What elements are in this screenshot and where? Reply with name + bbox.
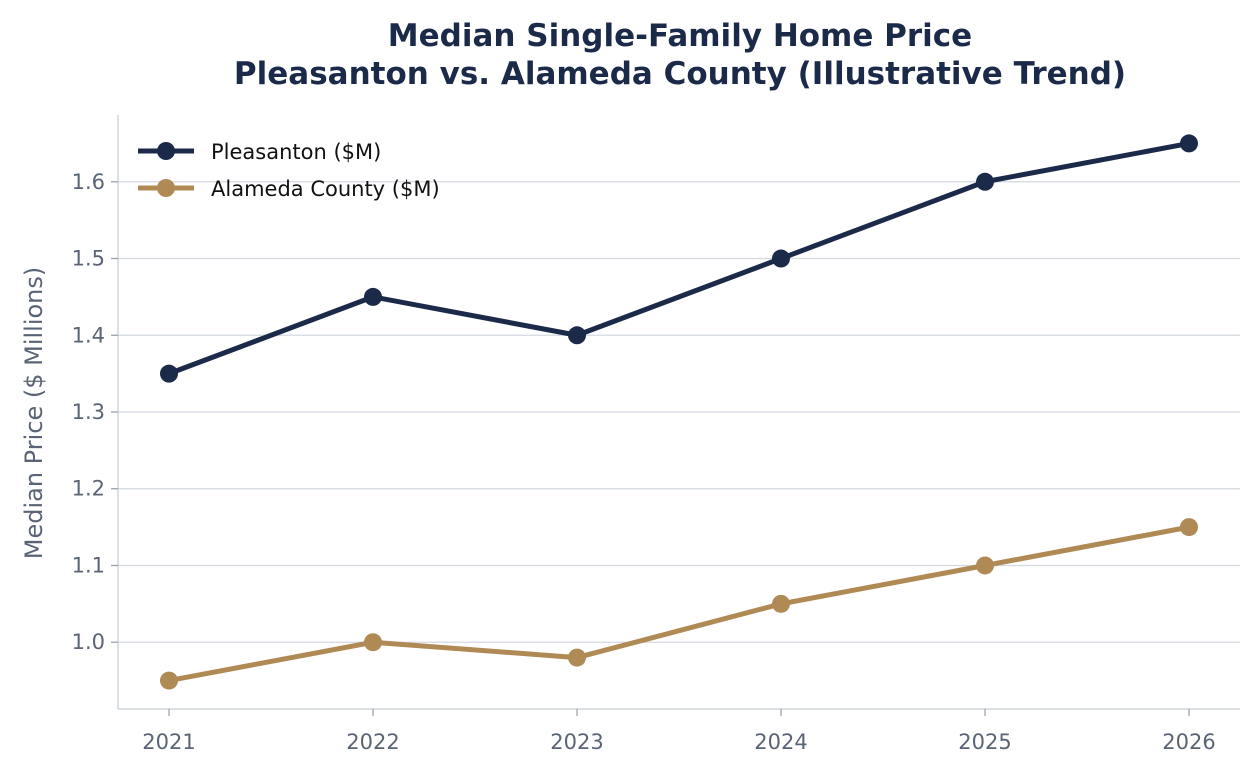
series-line (166, 524, 1192, 684)
data-point (1180, 134, 1198, 153)
legend-label: Alameda County ($M) (211, 177, 440, 201)
data-point (772, 594, 790, 613)
grid-lines (118, 181, 1240, 643)
x-tick-label: 2024 (754, 730, 807, 754)
y-tick-label: 1.5 (72, 247, 105, 271)
x-tick-label: 2022 (346, 730, 399, 754)
legend-marker (157, 142, 175, 160)
legend-label: Pleasanton ($M) (211, 140, 381, 164)
y-axis-ticks: 1.0 1.1 1.2 1.3 1.4 1.5 1.6 (72, 170, 118, 654)
y-tick-label: 1.3 (72, 400, 105, 424)
x-tick-label: 2023 (550, 730, 603, 754)
data-point (976, 556, 994, 575)
chart-title-line-1: Median Single-Family Home Price (388, 18, 972, 54)
y-tick-label: 1.2 (72, 477, 105, 501)
data-point (364, 287, 382, 306)
data-point (1180, 518, 1198, 537)
y-axis-label: Median Price ($ Millions) (20, 267, 48, 560)
legend-marker (157, 179, 175, 197)
y-tick-label: 1.0 (72, 630, 105, 654)
x-axis-ticks: 2021 2022 2023 2024 2025 2026 (142, 709, 1216, 754)
y-tick-label: 1.4 (72, 323, 105, 347)
data-point (568, 326, 586, 345)
series-lines (160, 134, 1198, 690)
x-tick-label: 2021 (142, 730, 195, 754)
x-tick-label: 2026 (1162, 730, 1215, 754)
series-0 (160, 134, 1198, 383)
legend-item-1: Alameda County ($M) (138, 177, 440, 201)
series-line (166, 140, 1192, 377)
series-1 (160, 518, 1198, 690)
chart-title-line-2: Pleasanton vs. Alameda County (Illustrat… (234, 56, 1126, 92)
y-tick-label: 1.6 (72, 170, 105, 194)
data-point (364, 633, 382, 652)
legend-item-0: Pleasanton ($M) (138, 140, 381, 164)
data-point (160, 671, 178, 690)
data-point (568, 648, 586, 667)
x-tick-label: 2025 (958, 730, 1011, 754)
y-tick-label: 1.1 (72, 553, 105, 577)
data-point (976, 172, 994, 191)
data-point (772, 249, 790, 268)
data-point (160, 364, 178, 383)
legend: Pleasanton ($M) Alameda County ($M) (138, 140, 440, 201)
